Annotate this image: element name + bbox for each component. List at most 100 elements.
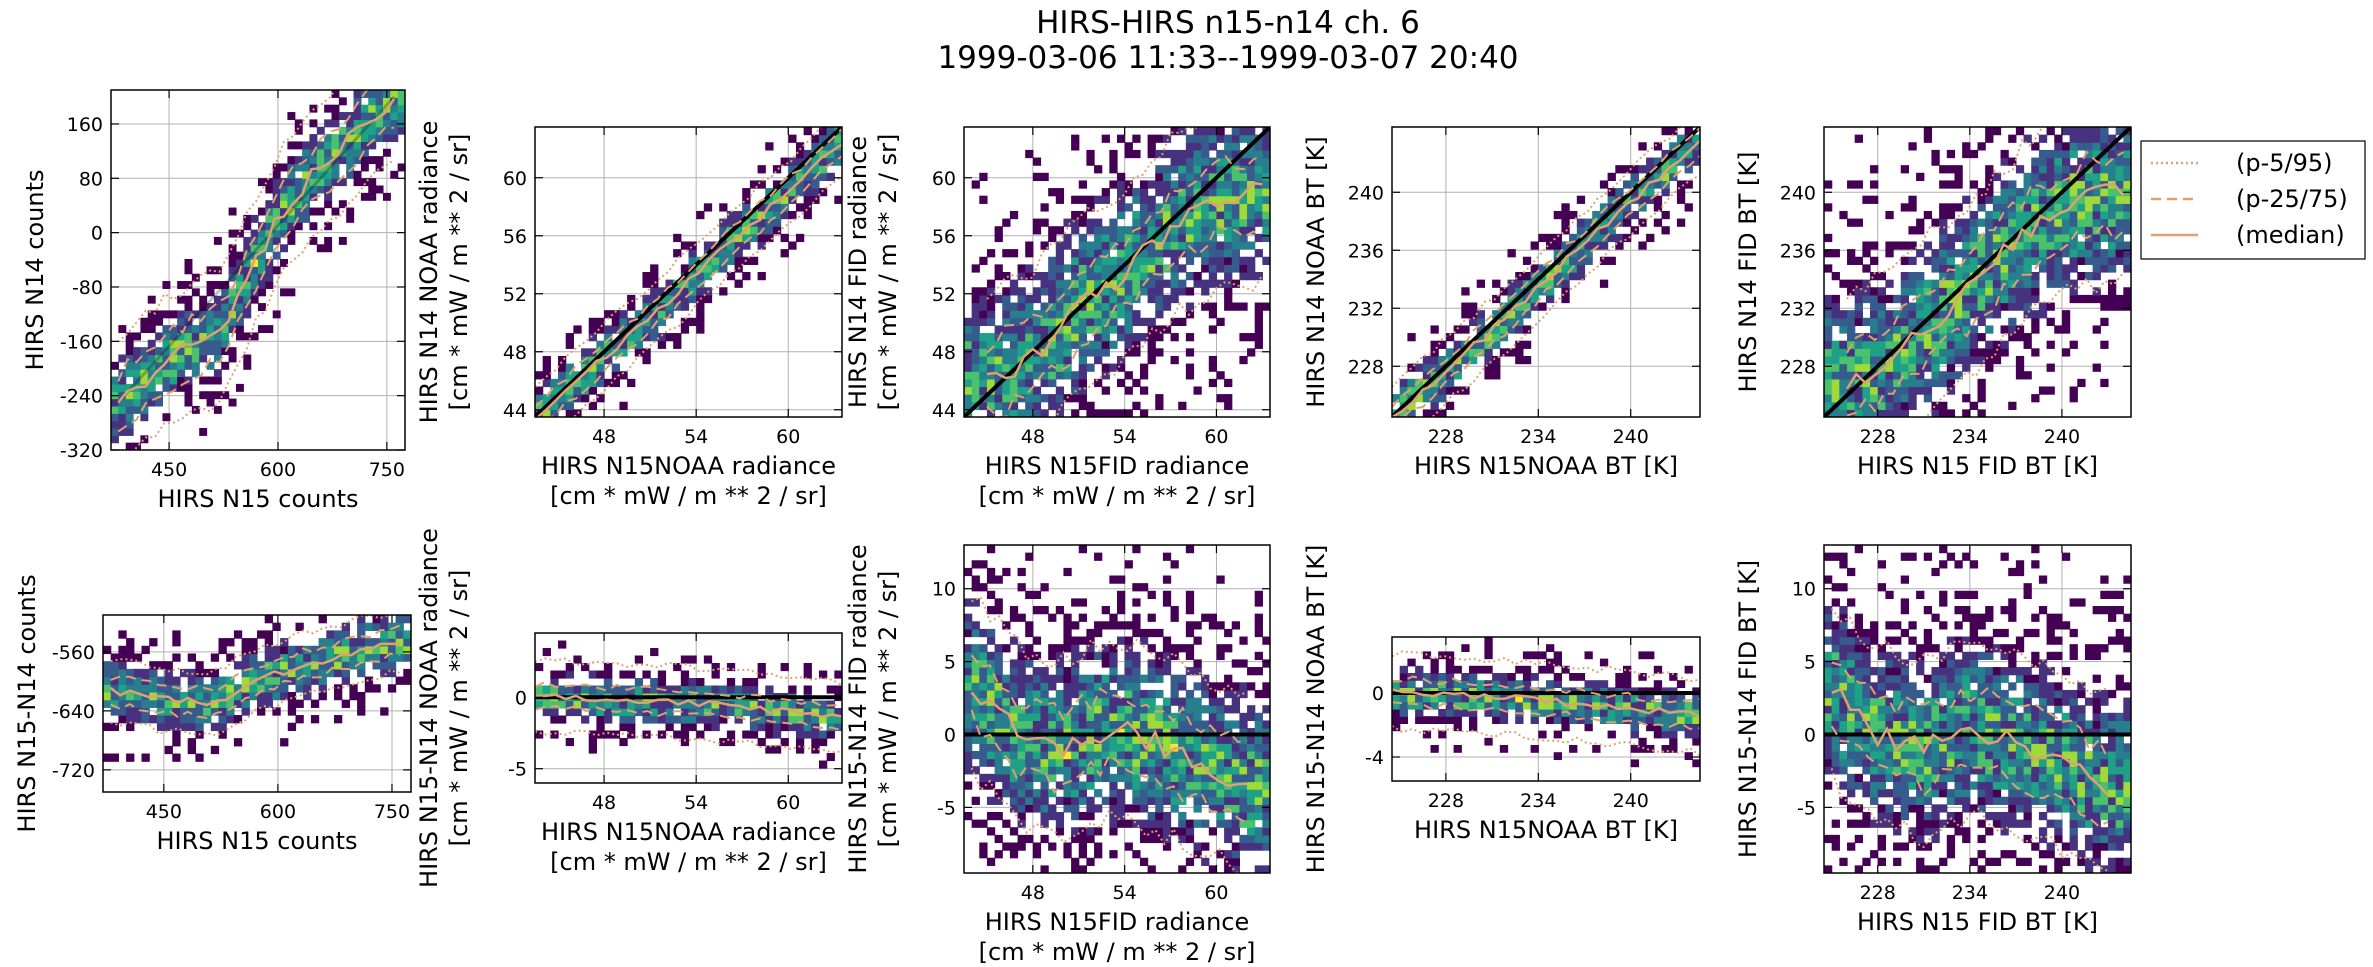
histogram-bin (1201, 842, 1210, 851)
histogram-bin (1147, 811, 1156, 821)
histogram-bin (1977, 142, 1986, 151)
histogram-bin (971, 294, 980, 304)
histogram-bin (1139, 705, 1149, 714)
histogram-bin (1048, 750, 1057, 760)
histogram-bin (265, 273, 274, 282)
histogram-bin (1032, 218, 1042, 227)
histogram-bin (1553, 651, 1562, 660)
histogram-bin (1078, 651, 1087, 661)
histogram-bin (1170, 333, 1179, 342)
histogram-bin (696, 685, 705, 694)
histogram-bin (126, 684, 135, 693)
histogram-bin (1870, 394, 1879, 403)
histogram-bin (619, 670, 628, 679)
histogram-bin (1507, 294, 1516, 304)
histogram-bin (1109, 340, 1118, 349)
histogram-bin (1224, 195, 1233, 204)
histogram-bin (1048, 302, 1057, 311)
histogram-bin (133, 676, 143, 685)
histogram-bin (1009, 758, 1019, 767)
histogram-bin (1854, 340, 1863, 349)
histogram-bin (634, 340, 644, 349)
histogram-bin (162, 310, 171, 319)
histogram-bin (1170, 264, 1179, 273)
histogram-bin (772, 723, 782, 732)
histogram-bin (619, 325, 628, 334)
histogram-bin (1162, 842, 1172, 851)
histogram-bin (1124, 621, 1133, 630)
histogram-bin (1262, 811, 1270, 821)
histogram-bin (1147, 705, 1156, 714)
histogram-bin (147, 347, 156, 356)
histogram-bin (1032, 728, 1042, 737)
p75-curve (1846, 149, 2124, 354)
histogram-bin (1185, 712, 1195, 722)
histogram-bin (1109, 720, 1118, 729)
histogram-bin (1170, 773, 1179, 783)
histogram-bin (1101, 264, 1110, 273)
histogram-bin (1193, 149, 1202, 159)
histogram-bin (535, 663, 544, 672)
histogram-bin (295, 668, 304, 678)
histogram-bin (811, 180, 820, 189)
histogram-bin (1946, 302, 1956, 311)
p95-curve (535, 657, 842, 686)
histogram-bin (1086, 279, 1095, 288)
histogram-bin (1040, 371, 1049, 380)
histogram-bin (141, 753, 150, 762)
histogram-bin (1561, 716, 1570, 724)
histogram-bin (726, 233, 736, 243)
histogram-bin (1086, 857, 1095, 866)
histogram-bin (1445, 378, 1455, 388)
histogram-bin (235, 251, 244, 260)
histogram-bin (680, 700, 690, 709)
histogram-bin (1071, 272, 1080, 281)
histogram-bin (1193, 203, 1202, 212)
histogram-bin (1877, 340, 1886, 349)
histogram-bin (1923, 294, 1933, 304)
histogram-bin (964, 401, 973, 410)
histogram-bin (673, 302, 682, 311)
histogram-bin (1553, 233, 1562, 243)
histogram-bin (1561, 723, 1570, 732)
histogram-bin (1969, 241, 1979, 250)
histogram-bin (1094, 720, 1103, 729)
histogram-bin (1885, 333, 1894, 342)
histogram-bin (353, 178, 362, 187)
histogram-bin (673, 730, 682, 739)
histogram-bin (1063, 644, 1072, 653)
histogram-bin (680, 670, 690, 679)
histogram-bin (1078, 180, 1087, 189)
median-curve (986, 181, 1263, 380)
p95-curve (535, 127, 823, 388)
histogram-bin (1262, 766, 1270, 775)
histogram-bin (1193, 789, 1202, 798)
histogram-bin (1078, 272, 1087, 281)
histogram-bin (2123, 249, 2131, 258)
histogram-bin (1155, 287, 1164, 296)
histogram-bin (1224, 203, 1233, 212)
histogram-bin (2115, 210, 2124, 220)
histogram-bin (1086, 363, 1095, 372)
histogram-bin (1969, 302, 1979, 311)
histogram-bin (206, 376, 215, 385)
histogram-bin (964, 758, 973, 767)
histogram-bin (133, 715, 143, 724)
histogram-bin (971, 689, 980, 699)
histogram-bin (772, 218, 782, 227)
histogram-bin (1476, 310, 1485, 319)
histogram-bin (2107, 287, 2117, 296)
histogram-bin (1002, 773, 1011, 783)
histogram-bin (265, 200, 274, 209)
histogram-bin (187, 676, 196, 685)
histogram-bin (1002, 333, 1011, 342)
histogram-bin (368, 156, 377, 165)
histogram-bin (1992, 218, 2002, 227)
histogram-bin (1101, 409, 1110, 417)
histogram-bin (596, 723, 605, 732)
histogram-bin (1553, 210, 1562, 220)
histogram-bin (2031, 317, 2040, 327)
histogram-bin (719, 256, 728, 265)
histogram-bin (1592, 210, 1601, 220)
histogram-bin (1086, 804, 1095, 813)
